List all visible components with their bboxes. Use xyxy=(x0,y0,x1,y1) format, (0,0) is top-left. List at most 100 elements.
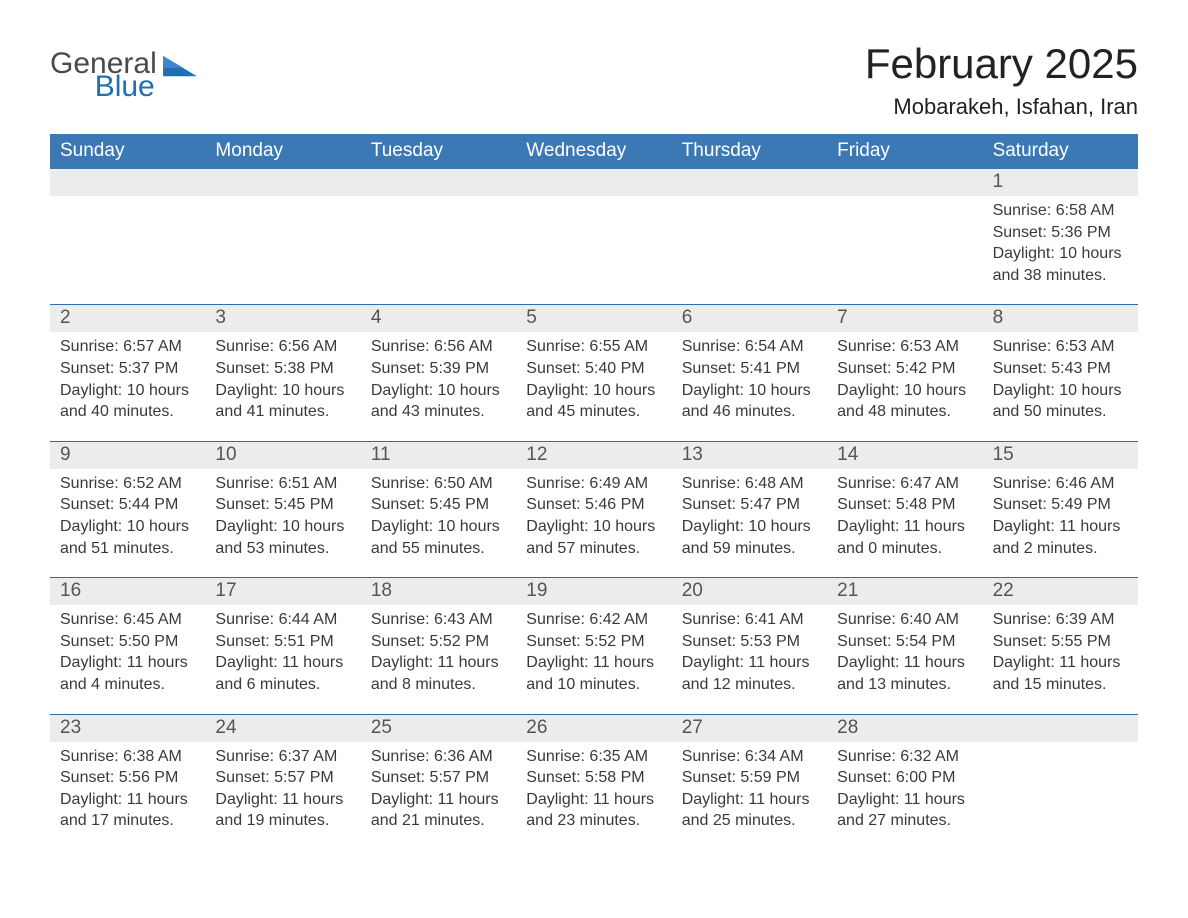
day-details: Sunrise: 6:34 AMSunset: 5:59 PMDaylight:… xyxy=(672,742,827,836)
sunset-text: Sunset: 5:44 PM xyxy=(60,494,193,516)
day-number: 28 xyxy=(827,715,982,742)
sunrise-text: Sunrise: 6:36 AM xyxy=(371,746,504,768)
sunset-text: Sunset: 5:52 PM xyxy=(526,631,659,653)
sunset-text: Sunset: 5:54 PM xyxy=(837,631,970,653)
details-row: Sunrise: 6:52 AMSunset: 5:44 PMDaylight:… xyxy=(50,469,1138,563)
calendar-week: 9101112131415Sunrise: 6:52 AMSunset: 5:4… xyxy=(50,441,1138,563)
calendar-week: 2345678Sunrise: 6:57 AMSunset: 5:37 PMDa… xyxy=(50,304,1138,426)
sunset-text: Sunset: 5:48 PM xyxy=(837,494,970,516)
daylight-text: Daylight: 10 hours and 55 minutes. xyxy=(371,516,504,559)
daynum-row: 1 xyxy=(50,169,1138,196)
calendar-week: 232425262728Sunrise: 6:38 AMSunset: 5:56… xyxy=(50,714,1138,836)
details-row: Sunrise: 6:58 AMSunset: 5:36 PMDaylight:… xyxy=(50,196,1138,290)
day-details xyxy=(50,196,205,290)
day-number: 13 xyxy=(672,442,827,469)
daylight-text: Daylight: 10 hours and 38 minutes. xyxy=(993,243,1126,286)
daylight-text: Daylight: 10 hours and 57 minutes. xyxy=(526,516,659,559)
weekday-wednesday: Wednesday xyxy=(516,134,671,169)
day-details: Sunrise: 6:52 AMSunset: 5:44 PMDaylight:… xyxy=(50,469,205,563)
day-details: Sunrise: 6:47 AMSunset: 5:48 PMDaylight:… xyxy=(827,469,982,563)
day-number: 23 xyxy=(50,715,205,742)
sunset-text: Sunset: 5:53 PM xyxy=(682,631,815,653)
sunset-text: Sunset: 5:56 PM xyxy=(60,767,193,789)
day-details xyxy=(983,742,1138,836)
day-number: 9 xyxy=(50,442,205,469)
day-details: Sunrise: 6:39 AMSunset: 5:55 PMDaylight:… xyxy=(983,605,1138,699)
daylight-text: Daylight: 10 hours and 41 minutes. xyxy=(215,380,348,423)
weekday-friday: Friday xyxy=(827,134,982,169)
day-number: 12 xyxy=(516,442,671,469)
day-details: Sunrise: 6:38 AMSunset: 5:56 PMDaylight:… xyxy=(50,742,205,836)
day-number xyxy=(827,169,982,196)
daylight-text: Daylight: 11 hours and 8 minutes. xyxy=(371,652,504,695)
day-number: 8 xyxy=(983,305,1138,332)
daylight-text: Daylight: 10 hours and 59 minutes. xyxy=(682,516,815,559)
sunset-text: Sunset: 5:42 PM xyxy=(837,358,970,380)
location-label: Mobarakeh, Isfahan, Iran xyxy=(865,94,1138,120)
day-number: 15 xyxy=(983,442,1138,469)
daylight-text: Daylight: 11 hours and 17 minutes. xyxy=(60,789,193,832)
sunset-text: Sunset: 5:49 PM xyxy=(993,494,1126,516)
day-number xyxy=(516,169,671,196)
day-number: 2 xyxy=(50,305,205,332)
sunset-text: Sunset: 5:36 PM xyxy=(993,222,1126,244)
day-details: Sunrise: 6:54 AMSunset: 5:41 PMDaylight:… xyxy=(672,332,827,426)
day-details: Sunrise: 6:46 AMSunset: 5:49 PMDaylight:… xyxy=(983,469,1138,563)
weeks-container: 1Sunrise: 6:58 AMSunset: 5:36 PMDaylight… xyxy=(50,169,1138,836)
weekday-saturday: Saturday xyxy=(983,134,1138,169)
day-number: 10 xyxy=(205,442,360,469)
sunrise-text: Sunrise: 6:57 AM xyxy=(60,336,193,358)
logo: General Blue xyxy=(50,40,197,101)
day-number: 27 xyxy=(672,715,827,742)
daylight-text: Daylight: 10 hours and 46 minutes. xyxy=(682,380,815,423)
calendar-week: 16171819202122Sunrise: 6:45 AMSunset: 5:… xyxy=(50,577,1138,699)
sunrise-text: Sunrise: 6:58 AM xyxy=(993,200,1126,222)
sunrise-text: Sunrise: 6:54 AM xyxy=(682,336,815,358)
daylight-text: Daylight: 11 hours and 6 minutes. xyxy=(215,652,348,695)
sunset-text: Sunset: 5:37 PM xyxy=(60,358,193,380)
sunset-text: Sunset: 5:41 PM xyxy=(682,358,815,380)
daylight-text: Daylight: 11 hours and 12 minutes. xyxy=(682,652,815,695)
day-number: 6 xyxy=(672,305,827,332)
day-number: 4 xyxy=(361,305,516,332)
sunset-text: Sunset: 5:45 PM xyxy=(215,494,348,516)
sunset-text: Sunset: 5:46 PM xyxy=(526,494,659,516)
weekday-header-row: Sunday Monday Tuesday Wednesday Thursday… xyxy=(50,134,1138,169)
sunrise-text: Sunrise: 6:34 AM xyxy=(682,746,815,768)
sunset-text: Sunset: 5:43 PM xyxy=(993,358,1126,380)
sunrise-text: Sunrise: 6:55 AM xyxy=(526,336,659,358)
daylight-text: Daylight: 10 hours and 51 minutes. xyxy=(60,516,193,559)
day-details: Sunrise: 6:56 AMSunset: 5:38 PMDaylight:… xyxy=(205,332,360,426)
sunrise-text: Sunrise: 6:40 AM xyxy=(837,609,970,631)
sunset-text: Sunset: 5:40 PM xyxy=(526,358,659,380)
day-details: Sunrise: 6:57 AMSunset: 5:37 PMDaylight:… xyxy=(50,332,205,426)
day-number xyxy=(672,169,827,196)
details-row: Sunrise: 6:38 AMSunset: 5:56 PMDaylight:… xyxy=(50,742,1138,836)
sunset-text: Sunset: 5:51 PM xyxy=(215,631,348,653)
logo-line2: Blue xyxy=(95,73,155,102)
title-block: February 2025 Mobarakeh, Isfahan, Iran xyxy=(865,40,1138,120)
daynum-row: 16171819202122 xyxy=(50,578,1138,605)
calendar-grid: Sunday Monday Tuesday Wednesday Thursday… xyxy=(50,134,1138,836)
day-number: 21 xyxy=(827,578,982,605)
sunset-text: Sunset: 5:45 PM xyxy=(371,494,504,516)
sunset-text: Sunset: 5:57 PM xyxy=(215,767,348,789)
daylight-text: Daylight: 11 hours and 13 minutes. xyxy=(837,652,970,695)
day-number xyxy=(50,169,205,196)
logo-triangle-icon xyxy=(163,56,197,78)
sunset-text: Sunset: 5:39 PM xyxy=(371,358,504,380)
daylight-text: Daylight: 11 hours and 2 minutes. xyxy=(993,516,1126,559)
day-details: Sunrise: 6:45 AMSunset: 5:50 PMDaylight:… xyxy=(50,605,205,699)
daylight-text: Daylight: 11 hours and 21 minutes. xyxy=(371,789,504,832)
day-details: Sunrise: 6:41 AMSunset: 5:53 PMDaylight:… xyxy=(672,605,827,699)
daylight-text: Daylight: 11 hours and 27 minutes. xyxy=(837,789,970,832)
logo-text: General Blue xyxy=(50,50,157,101)
day-details: Sunrise: 6:40 AMSunset: 5:54 PMDaylight:… xyxy=(827,605,982,699)
day-number: 24 xyxy=(205,715,360,742)
daylight-text: Daylight: 11 hours and 4 minutes. xyxy=(60,652,193,695)
day-number xyxy=(361,169,516,196)
sunrise-text: Sunrise: 6:45 AM xyxy=(60,609,193,631)
sunrise-text: Sunrise: 6:53 AM xyxy=(993,336,1126,358)
sunrise-text: Sunrise: 6:41 AM xyxy=(682,609,815,631)
daylight-text: Daylight: 11 hours and 10 minutes. xyxy=(526,652,659,695)
